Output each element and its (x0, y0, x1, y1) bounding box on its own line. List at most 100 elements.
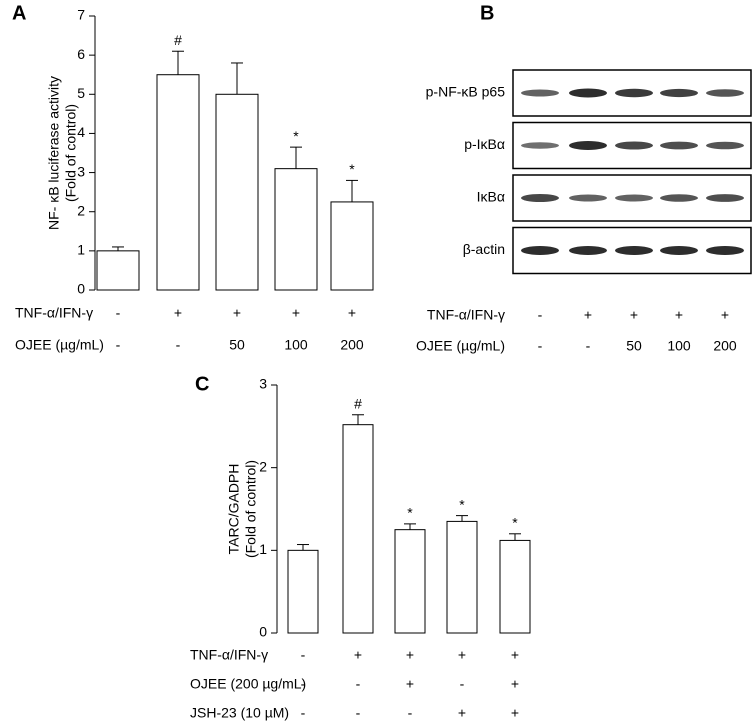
blot-row-label: IκBα (477, 189, 505, 205)
significance-mark: # (354, 395, 362, 411)
condition-label: JSH-23 (10 µM) (190, 705, 289, 721)
blot-band (521, 246, 559, 255)
blot-band (569, 88, 607, 98)
bar (96, 250, 140, 291)
blot-band (521, 194, 559, 202)
blot-band (706, 194, 744, 202)
condition-value: 100 (667, 338, 691, 354)
condition-value: - (116, 337, 121, 353)
condition-value: + (721, 307, 729, 323)
y-tick-label: 1 (77, 242, 85, 258)
condition-value: 100 (284, 337, 308, 353)
blot-band (521, 89, 559, 97)
blot-band (706, 141, 744, 150)
y-tick-label: 2 (77, 202, 85, 218)
condition-value: + (675, 307, 683, 323)
y-tick-label: 4 (77, 124, 85, 140)
condition-value: + (458, 647, 466, 663)
condition-value: - (356, 676, 361, 692)
condition-value: + (511, 676, 519, 692)
condition-value: + (458, 705, 466, 721)
y-tick-label: 6 (77, 46, 85, 62)
condition-value: - (586, 338, 591, 354)
bar (446, 520, 478, 634)
condition-value: - (176, 337, 181, 353)
blot-band (615, 194, 653, 202)
bar (287, 549, 319, 634)
condition-value: + (354, 647, 362, 663)
bar (215, 93, 259, 291)
y-axis-label: (Fold of control) (243, 460, 259, 558)
y-tick-label: 1 (259, 541, 267, 557)
bar (394, 529, 426, 634)
condition-label: TNF-α/IFN-γ (15, 305, 93, 321)
condition-value: + (174, 305, 182, 321)
condition-value: - (460, 676, 465, 692)
bar (330, 201, 374, 291)
bar (342, 424, 374, 634)
blot-row-label: β-actin (463, 241, 505, 257)
condition-value: 50 (229, 337, 245, 353)
panel-label: C (195, 373, 209, 395)
condition-value: + (292, 305, 300, 321)
blot-band (521, 142, 559, 149)
significance-mark: * (293, 128, 299, 144)
condition-value: 200 (713, 338, 737, 354)
condition-value: + (511, 705, 519, 721)
significance-mark: # (174, 32, 182, 48)
bar (499, 539, 531, 634)
condition-value: - (301, 676, 306, 692)
condition-label: TNF-α/IFN-γ (190, 647, 268, 663)
condition-value: + (406, 647, 414, 663)
condition-value: + (584, 307, 592, 323)
condition-label: OJEE (µg/mL) (416, 338, 505, 354)
y-tick-label: 0 (259, 624, 267, 640)
bar (274, 168, 318, 291)
y-tick-label: 3 (259, 376, 267, 392)
blot-row-label: p-IκBα (464, 136, 505, 152)
condition-value: 200 (340, 337, 364, 353)
y-axis-label: (Fold of control) (63, 104, 79, 202)
blot-band (660, 194, 698, 202)
y-axis-label: NF- κB luciferase activity (46, 76, 62, 230)
condition-value: - (408, 705, 413, 721)
condition-value: + (233, 305, 241, 321)
blot-band (569, 141, 607, 150)
blot-band (569, 246, 607, 255)
significance-mark: * (407, 505, 413, 521)
condition-label: OJEE (200 µg/mL) (190, 676, 306, 692)
significance-mark: * (349, 161, 355, 177)
condition-value: + (630, 307, 638, 323)
condition-label: TNF-α/IFN-γ (427, 307, 505, 323)
blot-band (660, 246, 698, 255)
blot-band (660, 88, 698, 98)
y-tick-label: 0 (77, 281, 85, 297)
condition-value: - (301, 705, 306, 721)
blot-band (660, 141, 698, 150)
condition-value: - (116, 305, 121, 321)
condition-value: - (301, 647, 306, 663)
blot-band (569, 194, 607, 202)
significance-mark: * (512, 515, 518, 531)
panel-label: B (480, 2, 494, 24)
panel-label: A (12, 2, 26, 24)
condition-value: - (538, 307, 543, 323)
y-tick-label: 2 (259, 458, 267, 474)
significance-mark: * (459, 496, 465, 512)
blot-band (615, 246, 653, 255)
condition-value: - (538, 338, 543, 354)
blot-row-label: p-NF-κB p65 (426, 84, 506, 100)
y-axis-label: TARC/GADPH (226, 464, 242, 555)
condition-label: OJEE (µg/mL) (15, 337, 104, 353)
condition-value: + (511, 647, 519, 663)
blot-band (615, 88, 653, 98)
condition-value: + (348, 305, 356, 321)
y-tick-label: 5 (77, 85, 85, 101)
y-tick-label: 7 (77, 7, 85, 23)
blot-band (615, 141, 653, 150)
bar (156, 74, 200, 291)
y-tick-label: 3 (77, 163, 85, 179)
blot-band (706, 89, 744, 97)
